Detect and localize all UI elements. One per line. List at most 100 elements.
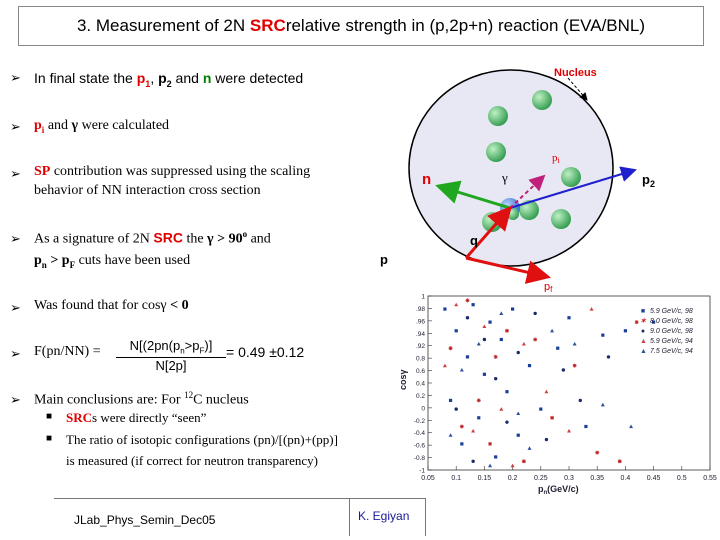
sub-bullet-2-line-2: is measured (if correct for neutron tran… <box>66 453 318 468</box>
data-point <box>448 433 453 437</box>
data-point <box>465 298 470 303</box>
data-point <box>533 311 537 316</box>
q-label: q <box>470 233 478 248</box>
scatter-chart: 0.05 0.1 0.15 0.2 0.25 0.3 0.35 0.4 0.45 0.5 0.55 1… <box>398 294 717 496</box>
chart-ylabel: cosγ <box>398 369 408 390</box>
legend-label: 5.9 GeV/c, 94 <box>650 337 693 345</box>
y-tick-label: -1 <box>419 468 425 475</box>
data-point <box>589 307 594 311</box>
data-point <box>454 329 458 333</box>
y-tick-label: -0.8 <box>414 455 426 462</box>
legend-entry: ✶ 8.0 GeV/c, 98 <box>640 316 693 326</box>
nucleon-ball <box>532 90 552 110</box>
b1-and: and <box>171 70 203 86</box>
data-point <box>544 437 549 442</box>
data-point <box>584 424 588 429</box>
data-point <box>505 420 509 424</box>
data-point <box>442 363 447 368</box>
y-tick-label: .96 <box>416 318 425 325</box>
data-point <box>482 324 487 329</box>
y-tick-label: -0.4 <box>414 430 426 437</box>
x-tick-label: 0.2 <box>508 475 518 482</box>
nucleus-circle <box>408 69 614 267</box>
title-prefix: 3. Measurement of 2N <box>76 16 246 35</box>
b5-cond: < 0 <box>166 298 189 313</box>
b3-sp: SP <box>34 164 51 179</box>
pf-label: pf <box>544 281 553 292</box>
data-point <box>606 355 611 359</box>
data-point <box>533 337 538 342</box>
q-arrow <box>464 205 512 259</box>
b4-post: cuts have been used <box>75 253 191 268</box>
b4-cond: γ > 90 <box>207 231 243 247</box>
b4-pre: As a signature of 2N <box>34 231 154 247</box>
bullet-1: In final state the p1, p2 and n were det… <box>34 70 303 89</box>
bullet-4-line-2: pn > pF cuts have been used <box>34 253 190 270</box>
p2-label: p2 <box>642 172 655 189</box>
legend-marker: ● <box>640 327 646 335</box>
b4-p: p <box>34 253 42 268</box>
data-point <box>629 424 634 429</box>
square-bullet-icon: ■ <box>46 433 53 444</box>
data-point <box>493 376 498 381</box>
x-tick-label: 0.15 <box>478 475 492 482</box>
data-point <box>454 407 458 411</box>
data-point <box>634 320 639 325</box>
b4-deg: o <box>242 229 248 239</box>
footer-left-text: JLab_Phys_Semin_Dec05 <box>74 513 216 527</box>
data-point <box>527 364 532 368</box>
nucleon-ball <box>488 106 508 126</box>
gamma-label: γ <box>501 170 508 185</box>
y-tick-label: .98 <box>416 306 425 313</box>
legend-entry: ▲ 5.9 GeV/c, 94 <box>640 336 693 346</box>
x-tick-label: 0.5 <box>677 475 687 482</box>
y-tick-label: 0.8 <box>416 356 425 363</box>
data-point <box>482 372 486 376</box>
legend-marker: ▲ <box>640 337 647 345</box>
bullet-3-line-2: behavior of NN interaction cross section <box>34 183 261 198</box>
data-point <box>601 333 605 337</box>
arrow-bullet-icon: ➢ <box>10 166 21 181</box>
b4-mid: the <box>182 231 208 247</box>
arrow-bullet-icon: ➢ <box>10 392 21 407</box>
nucleon-ball <box>551 209 571 229</box>
n-arrow <box>435 180 511 210</box>
nucleon-ball <box>561 167 581 187</box>
bullet-3: SP contribution was suppressed using the… <box>34 164 310 180</box>
b2-gamma: γ <box>71 118 79 133</box>
sub-bullet-1: SRCs were directly “seen” <box>66 410 206 426</box>
b7-pre: Main conclusions are: For <box>34 392 185 408</box>
b5-gamma: γ <box>160 298 167 313</box>
b1-mid: , <box>150 70 159 86</box>
data-point <box>544 389 549 394</box>
p2-arrow <box>509 166 637 209</box>
data-point <box>600 402 605 407</box>
b7-sup: 12 <box>184 390 194 400</box>
n-label: n <box>422 171 431 188</box>
bullet-2: pi and γ were calculated <box>34 118 169 135</box>
b4-src: SRC <box>153 229 183 246</box>
data-point <box>471 303 475 307</box>
sub1-post: s were directly “seen” <box>92 410 207 425</box>
b2-mid: and <box>44 118 72 133</box>
data-point <box>539 407 543 411</box>
data-point <box>617 459 622 464</box>
data-point <box>572 363 577 368</box>
b1-n: n <box>202 70 212 86</box>
x-tick-label: 0.35 <box>590 475 604 482</box>
x-tick-label: 0.25 <box>534 475 548 482</box>
data-point <box>623 329 627 333</box>
legend-marker: ▲ <box>640 347 647 355</box>
b1-p2: p2 <box>158 70 172 89</box>
sub-bullet-2-line-1: The ratio of isotopic configurations (pn… <box>66 432 338 447</box>
arrow-bullet-icon: ➢ <box>10 231 21 246</box>
data-point <box>504 328 509 333</box>
b2-post: were calculated <box>78 118 170 133</box>
y-tick-label: -0.6 <box>414 443 426 450</box>
pi-label: pi <box>552 152 561 165</box>
title-suffix: relative strength in (p,2p+n) reaction (… <box>285 16 646 35</box>
chart-xlabel: pn(GeV/c) <box>538 484 579 495</box>
data-point <box>595 450 600 455</box>
data-point <box>443 307 447 311</box>
data-point <box>448 346 453 351</box>
